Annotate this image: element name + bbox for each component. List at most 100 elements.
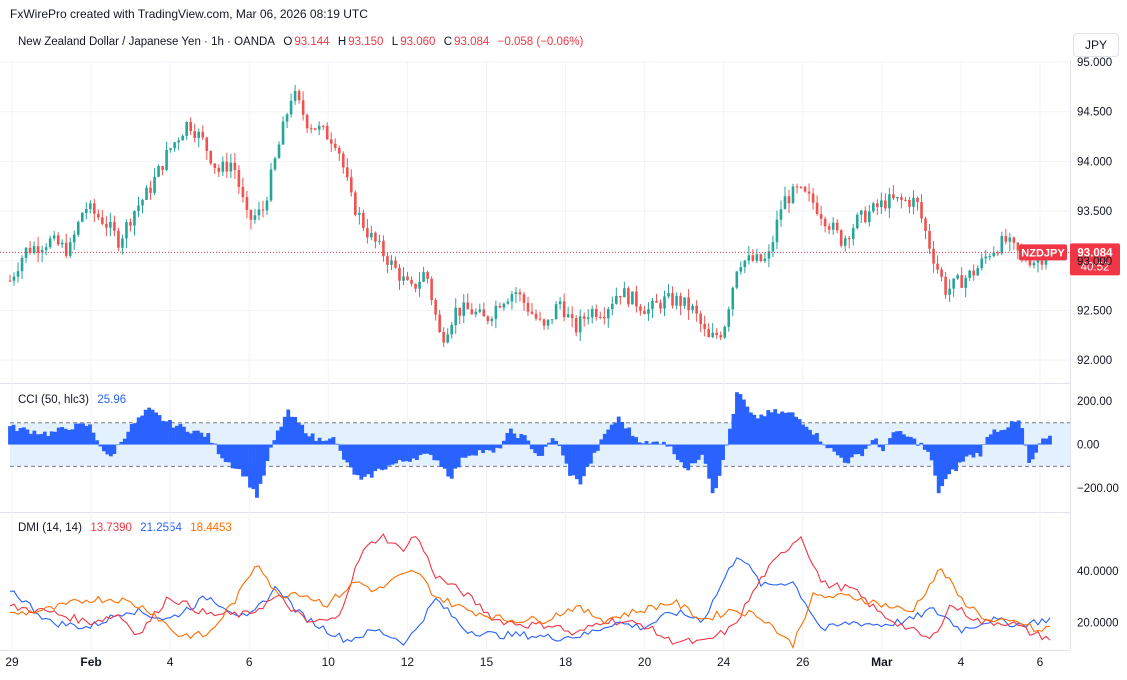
dmi-plus-value: 13.7390 (90, 522, 132, 534)
cci-bar (164, 421, 169, 445)
candle-body (775, 219, 779, 243)
cci-bar (874, 438, 878, 445)
cci-bar (863, 444, 868, 449)
dmi-title[interactable]: DMI (14, 14) (18, 522, 82, 534)
candle-body (358, 212, 361, 215)
time-tick-label: Feb (80, 655, 101, 669)
cci-bar (658, 443, 663, 445)
cci-bar (220, 444, 225, 459)
high-value: 93.150 (348, 36, 384, 48)
candle-body (121, 238, 124, 248)
cci-bar (1030, 444, 1035, 460)
candle-body (16, 271, 20, 277)
cci-bar (147, 407, 152, 445)
cci-bar (675, 444, 680, 460)
candle-body (382, 240, 385, 257)
cci-bar (209, 442, 214, 445)
candle-body (325, 126, 329, 140)
candle-body (337, 147, 341, 154)
candle-body (458, 307, 462, 316)
candle-body (928, 230, 931, 249)
pane-separator-2[interactable] (0, 512, 1070, 513)
dmi-series-0 (9, 557, 1051, 646)
candle-body (362, 212, 365, 229)
cci-bar (1044, 438, 1049, 445)
cci-bar (776, 413, 781, 445)
cci-bar (794, 416, 798, 445)
cci-bar (877, 444, 882, 448)
cci-bar (401, 444, 405, 462)
cci-title[interactable]: CCI (50, hlc3) (18, 394, 89, 406)
candle-body (80, 212, 84, 222)
cci-bar (192, 430, 197, 445)
candle-body (631, 291, 634, 305)
cci-bar (258, 444, 263, 484)
candle-body (920, 202, 923, 219)
candle-body (313, 128, 317, 130)
cci-bar (369, 444, 374, 478)
cci-bar (648, 443, 652, 445)
cci-bar (1041, 438, 1045, 445)
cci-bar (129, 424, 134, 445)
cci-bar (415, 444, 419, 461)
symbol-description[interactable]: New Zealand Dollar / Japanese Yen · 1h ·… (18, 36, 275, 48)
cci-bar (126, 431, 131, 445)
candle-body (550, 319, 554, 321)
pane-separator-1[interactable] (0, 383, 1070, 384)
candle-body (113, 221, 116, 231)
cci-bar (286, 409, 291, 445)
candle-body (831, 222, 835, 230)
cci-bar (908, 437, 913, 445)
cci-bar (175, 425, 179, 445)
cci-bar (592, 444, 597, 453)
candle-body (522, 294, 526, 303)
cci-bar (355, 444, 360, 476)
candle-body (876, 203, 879, 208)
cci-bar (787, 412, 792, 445)
candle-body (823, 218, 827, 227)
cci-bar (700, 444, 705, 455)
candle-body (611, 303, 614, 310)
cci-bar (383, 444, 388, 470)
cci-bar (620, 421, 625, 445)
cci-bar (929, 444, 934, 461)
cci-bar (456, 444, 461, 468)
open-value: 93.144 (294, 36, 330, 48)
cci-bar (672, 444, 677, 455)
candle-body (779, 209, 783, 220)
cci-bar (1002, 429, 1007, 445)
candle-body (635, 291, 638, 307)
candle-body (333, 143, 337, 148)
cci-bar (446, 444, 451, 477)
cci-bar (613, 422, 618, 445)
candle-body (699, 313, 702, 324)
cci-bar (554, 440, 558, 445)
cci-bar (289, 416, 294, 445)
candle-body (811, 193, 815, 203)
candle-body (209, 150, 213, 164)
cci-bar (390, 444, 395, 465)
dmi-minus-value: 21.2554 (140, 522, 182, 534)
cci-bar (964, 444, 969, 457)
candle-body (241, 186, 245, 198)
cci-bar (522, 435, 527, 445)
cci-bar (251, 444, 256, 490)
candle-body (619, 295, 622, 298)
candle-body (851, 228, 855, 240)
candle-body (157, 166, 160, 177)
candle-body (948, 288, 951, 295)
candle-body (1008, 237, 1012, 242)
currency-button[interactable]: JPY (1073, 33, 1119, 57)
candle-body (60, 242, 64, 245)
candle-body (149, 187, 152, 193)
candle-body (329, 139, 333, 144)
dmi-adx-value: 18.4453 (190, 522, 232, 534)
candle-body (534, 313, 538, 319)
cci-bar (63, 428, 68, 445)
time-tick-label: 15 (480, 655, 494, 669)
candle-body (586, 317, 590, 319)
candle-body (269, 169, 273, 201)
cci-bar (460, 444, 465, 458)
cci-bar (223, 444, 228, 462)
